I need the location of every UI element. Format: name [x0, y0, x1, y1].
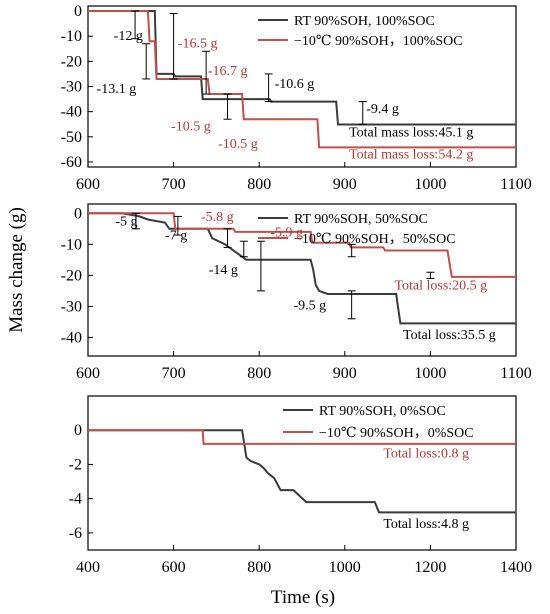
- y-tick-label: -4: [69, 491, 82, 508]
- x-tick-label: 800: [247, 559, 271, 576]
- legend-label-rt: RT 90%SOH, 50%SOC: [294, 212, 428, 227]
- legend-label-cold: −10℃ 90%SOH，0%SOC: [319, 426, 474, 441]
- x-tick-label: 1200: [414, 559, 446, 576]
- annotation-label: Total mass loss:54.2 g: [349, 147, 473, 162]
- annotation-label: -10.6 g: [275, 77, 315, 92]
- y-tick-label: -30: [61, 298, 82, 315]
- x-tick-label: 1100: [500, 176, 531, 193]
- x-tick-label: 1000: [329, 559, 361, 576]
- annotation-label: -14 g: [209, 263, 238, 278]
- y-axis-label: Mass change (g): [6, 207, 27, 333]
- series-line-cold: [88, 212, 516, 278]
- annotation-label: -7 g: [165, 229, 187, 244]
- legend-label-rt: RT 90%SOH, 100%SOC: [294, 14, 435, 29]
- annotation-label: Total loss:35.5 g: [403, 328, 496, 343]
- annotation-label: Total loss:20.5 g: [394, 278, 487, 293]
- annotation-label: -9.4 g: [366, 102, 399, 117]
- y-tick-label: 0: [74, 3, 82, 20]
- x-tick-label: 1000: [414, 365, 446, 382]
- annotation-label: -16.7 g: [208, 64, 248, 79]
- x-axis-label: Time (s): [271, 587, 335, 608]
- y-tick-label: -40: [61, 329, 82, 346]
- series-line-rt: [88, 429, 516, 514]
- legend-label-rt: RT 90%SOH, 0%SOC: [319, 404, 446, 419]
- y-tick-label: -2: [69, 456, 82, 473]
- annotation-label: Total mass loss:45.1 g: [349, 125, 473, 140]
- annotation-label: -16.5 g: [178, 37, 218, 52]
- series-line-cold: [88, 429, 516, 445]
- annotation-label: -12 g: [114, 29, 143, 44]
- annotation-label: -9.5 g: [293, 298, 326, 313]
- annotation-label: -10.5 g: [218, 137, 258, 152]
- x-tick-label: 1400: [500, 559, 532, 576]
- y-tick-label: -60: [61, 154, 82, 171]
- y-tick-label: -10: [61, 236, 82, 253]
- y-tick-label: -20: [61, 267, 82, 284]
- y-tick-label: -10: [61, 28, 82, 45]
- x-tick-label: 700: [162, 365, 186, 382]
- panel-0soc: 400 600 800 1000 1200 1400 0 -2 -4 -6 RT 90%SOH, 0…: [69, 395, 532, 576]
- x-tick-label: 900: [333, 365, 357, 382]
- x-tick-label: 900: [333, 176, 357, 193]
- plot-frame: [87, 203, 517, 357]
- x-tick-label: 600: [162, 559, 186, 576]
- y-tick-label: -50: [61, 129, 82, 146]
- series-line-rt: [88, 212, 516, 325]
- x-tick-label: 400: [76, 559, 100, 576]
- x-tick-label: 1100: [500, 365, 531, 382]
- legend-label-cold: −10℃ 90%SOH，50%SOC: [294, 232, 456, 247]
- x-tick-label: 800: [247, 176, 271, 193]
- y-tick-label: -30: [61, 79, 82, 96]
- annotation-label: -5 g: [115, 215, 137, 230]
- x-tick-label: 1000: [414, 176, 446, 193]
- y-tick-label: -6: [69, 525, 82, 542]
- annotation-label: -13.1 g: [97, 82, 137, 97]
- annotation-label: -5.8 g: [201, 210, 234, 225]
- annotation-label: Total loss:0.8 g: [383, 447, 469, 462]
- panel-100soc: 600 700 800 900 1000 1100 0 -10 -20 -30 -40 -50 -60 R…: [61, 3, 532, 193]
- y-tick-label: 0: [74, 205, 82, 222]
- series-line-cold: [88, 10, 516, 149]
- panel-50soc: 600 700 800 900 1000 1100 0 -10 -20 -30 -40 RT 90%S…: [61, 203, 532, 382]
- x-tick-label: 600: [76, 365, 100, 382]
- y-tick-label: -20: [61, 53, 82, 70]
- x-tick-label: 700: [162, 176, 186, 193]
- y-tick-label: -40: [61, 104, 82, 121]
- plot-frame: [87, 395, 517, 551]
- annotation-label: -10.5 g: [171, 120, 211, 135]
- x-tick-label: 800: [247, 365, 271, 382]
- annotation-label: Total loss:4.8 g: [383, 517, 469, 532]
- annotation-label: -5.9 g: [270, 226, 303, 241]
- x-tick-label: 600: [76, 176, 100, 193]
- legend-label-cold: −10℃ 90%SOH，100%SOC: [294, 34, 463, 49]
- y-tick-label: 0: [74, 422, 82, 439]
